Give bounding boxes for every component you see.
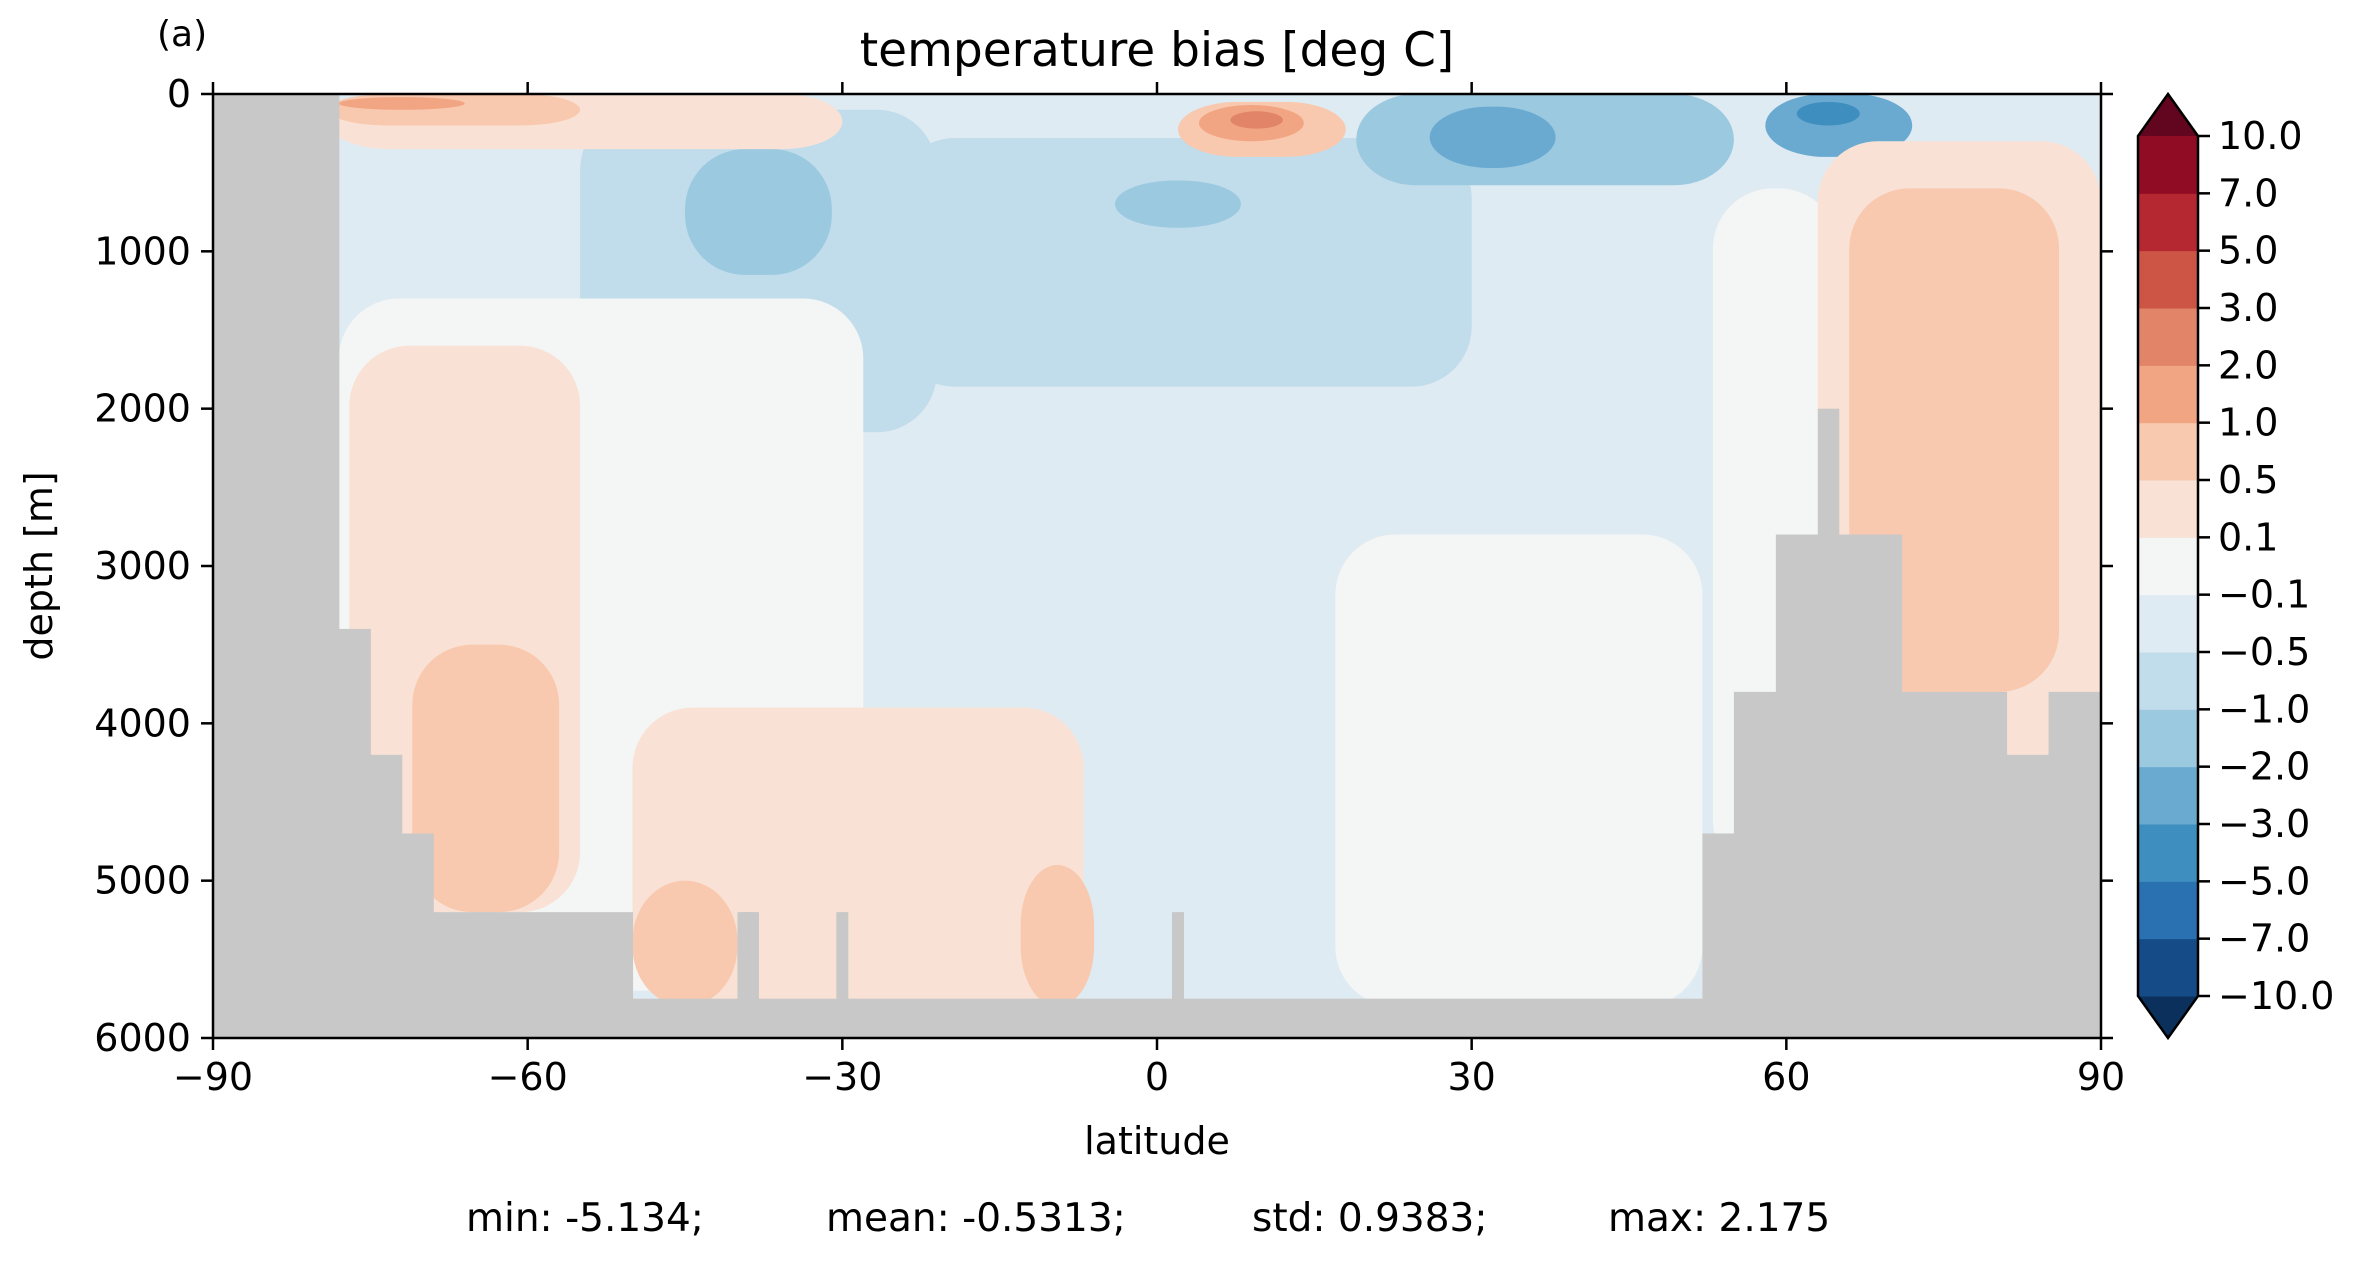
x-axis-label: latitude [1084,1119,1230,1163]
land-mask-step-15 [1901,691,1966,1038]
contour-region-4 [1115,180,1241,228]
y-tick-label: 5000 [94,859,191,903]
land-mask-step-2 [349,628,371,1038]
contour-region-16 [412,644,560,913]
colorbar-bin-7 [2138,537,2198,596]
colorbar-extend-max [2138,94,2198,136]
colorbar-extend-min [2138,996,2198,1038]
colorbar-bin-2 [2138,824,2198,882]
x-tick-label: −60 [488,1055,568,1099]
colorbar-tick-label: −2.0 [2218,745,2310,789]
x-tick-label: 90 [2077,1055,2125,1099]
colorbar-bin-10 [2138,365,2198,424]
y-tick-label: 2000 [94,387,191,431]
contour-region-18 [1020,864,1095,1007]
plot-area [213,94,2101,1038]
land-mask-step-16 [1964,691,2008,1038]
stat-std: std: 0.9383; [1252,1196,1488,1241]
seamount-2 [1171,912,1184,1038]
land-mask-step-11 [1733,691,1777,1038]
colorbar-tick-label: 3.0 [2218,286,2278,330]
contour-region-2 [894,138,1472,387]
colorbar-tick-label: 10.0 [2218,114,2303,158]
land-mask-step-13 [1817,408,1840,1038]
land-mask-step-6 [538,912,634,1038]
colorbar-bin-3 [2138,766,2198,825]
colorbar-bin-9 [2138,422,2198,481]
colorbar-bin-13 [2138,193,2198,252]
colorbar-tick-label: −0.1 [2218,573,2310,617]
land-mask-step-7 [632,998,738,1038]
y-tick-label: 1000 [94,229,191,273]
colorbar-tick-label: −3.0 [2218,802,2310,846]
x-tick-label: −90 [173,1055,253,1099]
chart-title: temperature bias [deg C] [860,23,1455,78]
seamount-1 [836,912,849,1038]
x-tick-label: 30 [1447,1055,1495,1099]
stat-mean: mean: -0.5313; [826,1196,1126,1241]
panel-label: (a) [157,14,207,55]
y-tick-label: 0 [167,72,191,116]
colorbar-tick-label: 7.0 [2218,171,2278,215]
land-mask-step-12 [1775,534,1819,1038]
colorbar-bin-4 [2138,709,2198,768]
contour-region-8 [1796,101,1860,126]
colorbar-tick-label: −0.5 [2218,630,2310,674]
land-mask-step-0 [213,94,340,1038]
land-mask-step-3 [370,754,403,1038]
land-mask-step-1 [338,628,350,1038]
land-mask-step-5 [433,912,539,1038]
contour-region-24 [1230,111,1283,129]
land-mask-step-17 [2006,754,2050,1038]
colorbar-tick-label: 0.5 [2218,458,2278,502]
y-tick-label: 6000 [94,1016,191,1060]
colorbar-tick-label: 2.0 [2218,343,2278,387]
colorbar-tick-label: −5.0 [2218,859,2310,903]
colorbar-tick-label: 5.0 [2218,229,2278,273]
colorbar-bin-5 [2138,652,2198,710]
x-axis: −90 −60 −30 0 30 60 90 [173,82,2125,1099]
stat-max: max: 2.175 [1608,1196,1831,1241]
land-mask-step-4 [401,833,434,1038]
colorbar-bin-11 [2138,308,2198,366]
colorbar-bin-8 [2138,480,2198,538]
land-mask-step-14 [1838,534,1903,1038]
contour-region-10 [1335,534,1703,1007]
colorbar-tick-label: −10.0 [2218,974,2334,1018]
seamount-0 [741,912,754,1038]
contour-region-17 [632,880,738,1007]
contour-region-22 [338,97,465,110]
stat-min: min: -5.134; [466,1196,704,1241]
colorbar-tick-label: 0.1 [2218,515,2278,559]
colorbar-bin-6 [2138,594,2198,653]
y-tick-label: 4000 [94,701,191,745]
colorbar-bin-12 [2138,250,2198,309]
land-mask-step-18 [2048,691,2101,1038]
x-tick-label: 60 [1762,1055,1810,1099]
land-mask-step-9 [758,998,1703,1038]
land-mask-layer [213,94,2101,1038]
contour-region-3 [685,149,832,275]
colorbar-bin-0 [2138,938,2198,997]
y-axis: 0 1000 2000 3000 4000 5000 6000 [94,72,2113,1060]
land-mask-step-10 [1702,833,1735,1038]
colorbar-tick-label: −7.0 [2218,917,2310,961]
colorbar-tick-label: −1.0 [2218,687,2310,731]
y-axis-label: depth [m] [17,471,61,660]
y-tick-label: 3000 [94,544,191,588]
colorbar: −10.0 −7.0 −5.0 −3.0 −2.0 −1.0 −0.5 −0.1 0.1 0.5 1… [2136,91,2334,1041]
colorbar-bin-1 [2138,881,2198,940]
contour-region-6 [1429,106,1556,168]
x-tick-label: 0 [1145,1055,1169,1099]
colorbar-bin-14 [2138,136,2198,194]
colorbar-tick-label: 1.0 [2218,401,2278,445]
x-tick-label: −30 [802,1055,882,1099]
